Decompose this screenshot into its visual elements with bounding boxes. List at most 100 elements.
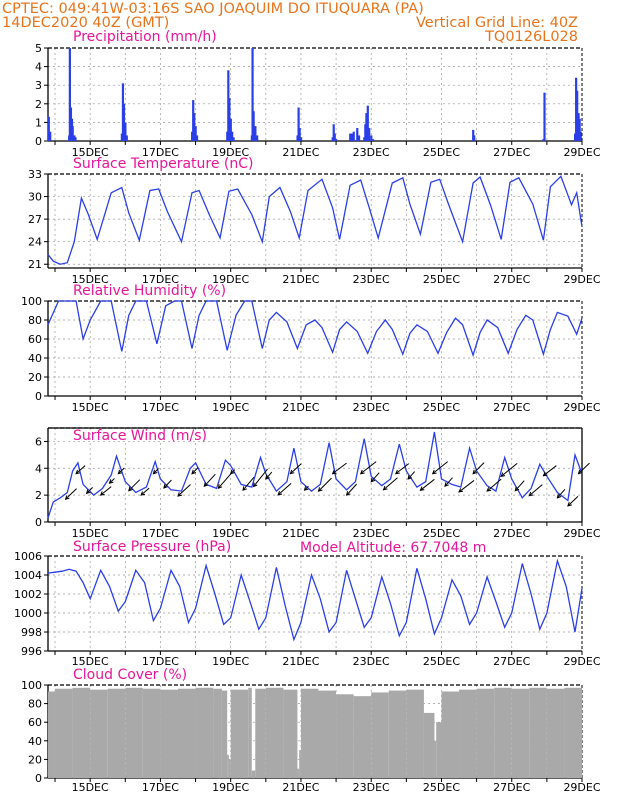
cloud-bar	[160, 689, 178, 778]
precip-bar	[251, 48, 254, 141]
precip-bar	[49, 131, 52, 141]
precip-bar	[473, 135, 476, 141]
cloud-bar	[436, 722, 442, 778]
precip-bar	[368, 127, 371, 141]
wind-arrow-head	[99, 491, 105, 496]
wind-arrow-head	[431, 469, 437, 475]
wind-arrow	[578, 462, 590, 475]
wind-arrow	[528, 484, 543, 497]
wind-arrow-head	[108, 479, 114, 484]
wind-arrow	[277, 483, 292, 496]
x-tick-label: 21DEC	[282, 273, 319, 286]
precip-bar	[71, 126, 74, 141]
cloud-bar	[228, 759, 231, 778]
cloud-bar	[494, 687, 512, 778]
cloud-bar	[476, 688, 495, 778]
precip-bar	[371, 139, 375, 141]
wind-arrow	[383, 477, 398, 491]
wind-arrow	[290, 463, 302, 475]
y-tick-label: 2	[35, 98, 42, 111]
cloud-bar	[265, 687, 284, 778]
x-tick-label: 19DEC	[212, 781, 249, 794]
x-tick-label: 17DEC	[142, 527, 179, 540]
wind-panel: 0 2 4 6 15DEC 17DEC 19DEC 21DEC 23DEC 25DEC 27DEC 2…	[35, 427, 601, 540]
y-tick-label: 3	[35, 79, 42, 92]
x-tick-label: 29DEC	[563, 527, 600, 540]
cloud-bar	[125, 687, 143, 778]
header-date: 14DEC2020 40Z (GMT)	[2, 15, 169, 31]
precip-bar	[349, 133, 352, 141]
wind-arrow	[318, 477, 332, 492]
y-tick-label: 80	[28, 314, 42, 327]
y-tick-label: 0	[35, 135, 42, 148]
x-tick-label: 27DEC	[493, 401, 530, 414]
humidity-line	[47, 300, 583, 358]
x-tick-label: 25DEC	[423, 655, 460, 668]
wind-arrow-head	[75, 469, 81, 475]
wind-arrow	[265, 471, 273, 480]
y-tick-label: 60	[28, 716, 42, 729]
wind-arrow	[100, 486, 112, 496]
cloud-bar	[195, 687, 214, 778]
wind-arrow	[128, 479, 141, 492]
wind-arrow	[332, 462, 347, 475]
x-tick-label: 15DEC	[72, 781, 109, 794]
precip-bar	[194, 126, 197, 141]
cloud-bar	[251, 770, 256, 778]
y-tick-label: 1002	[14, 588, 42, 601]
x-tick-label: 29DEC	[563, 781, 600, 794]
wind-arrow-head	[128, 486, 133, 492]
precip-bar	[229, 118, 232, 141]
precip-bar	[252, 111, 255, 141]
cloud-bar	[248, 687, 252, 778]
wind-arrow-head	[486, 487, 492, 492]
y-tick-label: 40	[28, 735, 42, 748]
wind-arrow-head	[217, 484, 223, 489]
wind-arrow-head	[85, 489, 91, 495]
wind-arrow	[557, 488, 566, 499]
y-tick-label: 1004	[14, 569, 42, 582]
humidity-title: Relative Humidity (%)	[73, 283, 226, 299]
wind-arrow	[242, 476, 255, 491]
wind-arrow	[407, 471, 415, 480]
y-tick-label: 1	[35, 116, 42, 129]
precip-bar	[125, 135, 128, 141]
temperature-line	[47, 175, 583, 265]
x-tick-label: 25DEC	[423, 146, 460, 159]
wind-arrow	[472, 462, 485, 475]
wind-arrow-head	[567, 501, 572, 507]
precip-bar	[350, 133, 354, 141]
x-tick-label: 23DEC	[353, 655, 390, 668]
wind-arrow-head	[444, 482, 449, 487]
y-tick-label: 1006	[14, 550, 42, 563]
precip-bar	[68, 48, 71, 141]
cloud-bar	[227, 754, 229, 778]
x-tick-label: 25DEC	[423, 527, 460, 540]
wind-arrow-head	[382, 485, 388, 491]
wind-arrow-head	[177, 492, 183, 497]
cloud-bar	[107, 688, 126, 778]
cloud-bar	[511, 688, 530, 778]
wind-arrow	[65, 488, 77, 500]
cloud-bar	[318, 690, 337, 778]
wind-arrow	[514, 480, 525, 492]
wind-arrow-head	[163, 483, 168, 489]
wind-arrow-head	[542, 471, 548, 477]
wind-arrow	[360, 461, 377, 475]
cloud-bar	[255, 688, 266, 778]
precip-bar	[352, 131, 355, 141]
precip-bar	[232, 137, 235, 141]
x-tick-label: 29DEC	[563, 273, 600, 286]
cloud-bar	[406, 689, 424, 778]
wind-arrow	[253, 468, 268, 487]
x-tick-label: 17DEC	[142, 273, 179, 286]
wind-arrow-head	[303, 486, 309, 491]
x-tick-label: 19DEC	[212, 655, 249, 668]
y-tick-label: 0	[35, 772, 42, 785]
x-tick-label: 27DEC	[493, 273, 530, 286]
cloud-bar	[388, 690, 407, 778]
cloud-bar	[441, 691, 460, 778]
precip-bar	[47, 116, 50, 141]
precip-bar	[357, 135, 361, 141]
